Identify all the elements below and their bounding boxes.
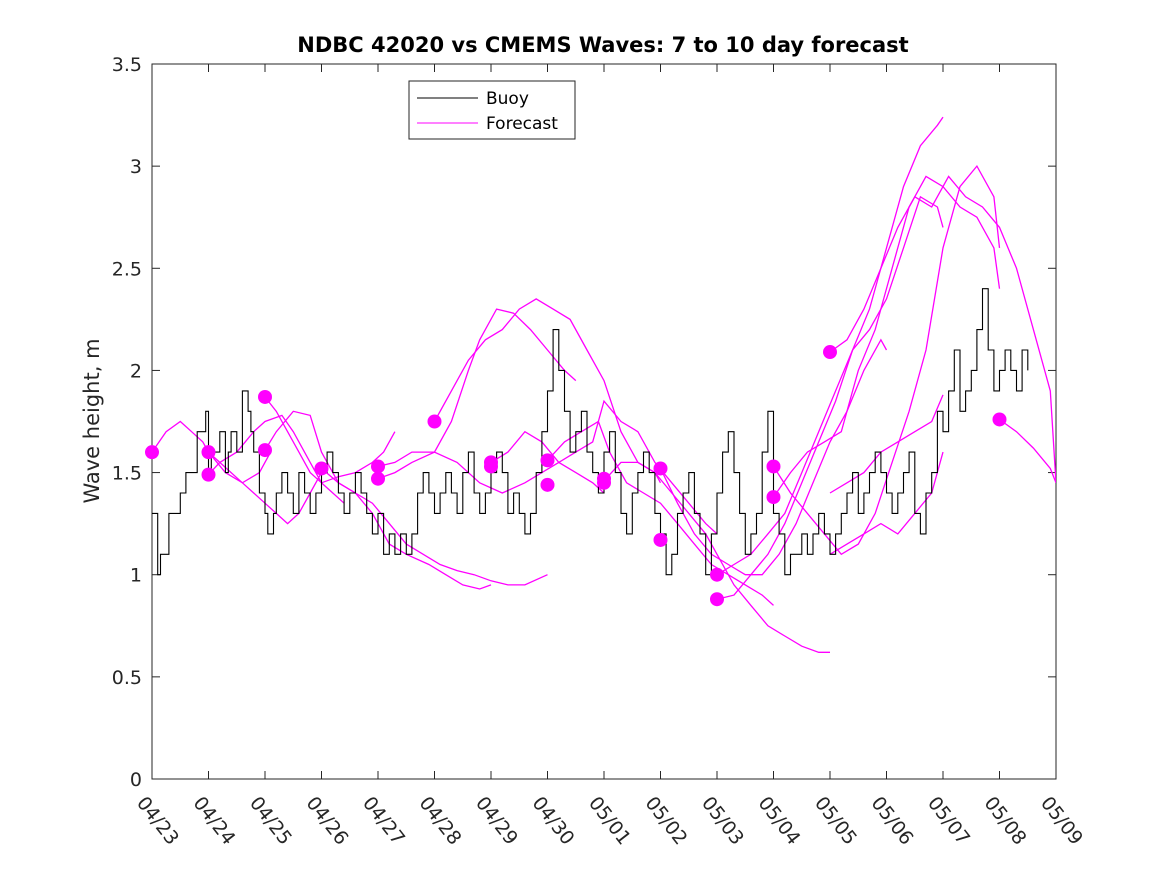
forecast-marker (710, 592, 724, 607)
forecast-line (772, 164, 1001, 556)
y-tick-label: 0.5 (112, 667, 142, 689)
forecast-line (377, 308, 577, 480)
forecast-line (659, 338, 888, 576)
forecast-marker (540, 453, 555, 468)
forecast-marker (201, 467, 216, 482)
y-tick-label: 1.5 (112, 463, 142, 485)
forecast-line (716, 195, 944, 576)
legend-label-buoy: Buoy (486, 89, 529, 109)
forecast-line (321, 468, 548, 586)
forecast-marker (766, 490, 781, 505)
x-tick-label: 04/28 (415, 793, 466, 850)
forecast-marker (653, 461, 668, 476)
forecast-marker (314, 461, 329, 476)
forecast-marker (201, 445, 216, 460)
x-tick-label: 04/26 (302, 793, 353, 850)
x-tick-label: 05/09 (1036, 793, 1087, 850)
forecast-marker (258, 389, 272, 404)
forecast-marker (597, 475, 611, 490)
plot-frame (151, 63, 1057, 780)
x-tick-label: 04/23 (132, 793, 183, 850)
x-tick-label: 05/05 (810, 793, 861, 850)
x-tick-label: 04/24 (189, 793, 240, 850)
y-tick-label: 3.5 (112, 54, 142, 76)
x-tick-label: 04/30 (528, 793, 579, 850)
legend: Buoy Forecast (408, 80, 576, 140)
y-tick-label: 2.5 (112, 258, 142, 280)
y-tick-label: 1 (130, 565, 142, 587)
forecast-line (772, 175, 1001, 498)
x-tick-label: 04/29 (471, 793, 522, 850)
plot-area: 00.511.522.533.504/23 04/24 04/25 04/26 04/2… (112, 54, 1087, 849)
forecast-marker (484, 459, 498, 474)
forecast-marker (540, 477, 555, 492)
buoy-line (152, 288, 1029, 576)
x-tick-label: 04/25 (245, 793, 296, 850)
forecast-line (716, 116, 944, 600)
x-tick-label: 05/02 (641, 793, 692, 850)
y-tick-label: 0 (130, 769, 142, 791)
chart-title: NDBC 42020 vs CMEMS Waves: 7 to 10 day f… (297, 33, 908, 57)
forecast-marker (145, 445, 159, 460)
forecast-line (829, 175, 1056, 483)
y-tick-label: 3 (130, 156, 142, 178)
y-axis-label: Wave height, m (80, 338, 104, 503)
x-tick-label: 05/08 (980, 793, 1031, 850)
forecast-line (829, 451, 944, 555)
forecast-line (377, 451, 605, 494)
y-tick-label: 2 (130, 360, 142, 382)
forecast-line (999, 418, 1056, 484)
x-tick-label: 05/01 (584, 793, 635, 850)
legend-label-forecast: Forecast (486, 114, 558, 134)
forecast-marker (710, 567, 724, 582)
forecast-marker (766, 459, 781, 474)
forecast-line (433, 298, 662, 484)
legend-box (408, 80, 576, 140)
x-tick-label: 05/03 (697, 793, 748, 850)
forecast-marker (823, 345, 837, 360)
x-tick-label: 05/07 (923, 793, 974, 850)
x-tick-label: 05/06 (867, 793, 918, 850)
forecast-marker (371, 471, 385, 486)
forecast-marker (371, 459, 385, 474)
x-tick-label: 05/04 (754, 793, 805, 850)
forecast-line (208, 414, 345, 504)
forecast-marker (258, 443, 272, 458)
forecast-marker (653, 532, 668, 547)
forecast-marker (992, 412, 1007, 427)
x-tick-label: 04/27 (358, 793, 409, 850)
forecast-marker (427, 414, 442, 429)
forecast-line (829, 394, 944, 494)
